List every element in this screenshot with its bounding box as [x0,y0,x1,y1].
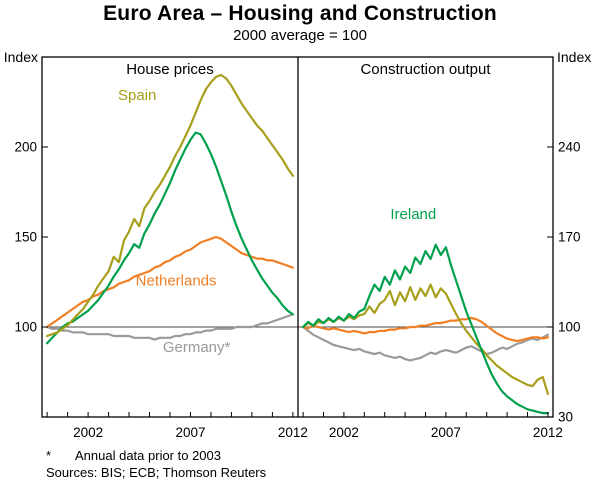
panel-title-construction-output: Construction output [360,61,491,78]
x-tick-label: 2002 [73,425,103,440]
axis-unit-label-right: Index [557,49,591,65]
series-line-germany-construction-output [302,325,549,362]
chart-title: Euro Area – Housing and Construction [103,2,497,25]
series-label-netherlands: Netherlands [136,273,217,290]
series-line-ireland-construction-output [302,243,549,415]
y-tick-label-left: 200 [14,140,37,155]
footnote-text: Annual data prior to 2003 [75,448,221,463]
x-tick-label: 2007 [431,425,461,440]
y-tick-label-right: 30 [558,410,573,425]
series-label-germany: Germany* [163,339,231,356]
series-line-netherlands-construction-output [302,316,549,343]
y-tick-label-right: 100 [558,320,581,335]
y-tick-label-left: 100 [14,320,37,335]
series-label-spain: Spain [118,87,156,104]
y-tick-label-left: 150 [14,230,37,245]
footnote: * Annual data prior to 2003 [46,448,221,463]
x-tick-label: 2012 [278,425,308,440]
series-line-ireland-house-prices [46,131,294,345]
series-line-germany-house-prices [46,313,294,341]
sources-line: Sources: BIS; ECB; Thomson Reuters [46,465,267,480]
y-tick-label-right: 240 [558,140,581,155]
x-tick-label: 2002 [329,425,359,440]
series-line-spain-house-prices [46,73,294,338]
x-tick-label: 2007 [175,425,205,440]
x-tick-label: 2012 [533,425,563,440]
series-label-ireland: Ireland [390,206,436,223]
y-tick-label-right: 170 [558,230,581,245]
panel-title-house-prices: House prices [126,61,214,78]
axis-unit-label-left: Index [4,49,38,65]
chart-subtitle: 2000 average = 100 [233,27,367,44]
footnote-asterisk: * [46,448,52,463]
